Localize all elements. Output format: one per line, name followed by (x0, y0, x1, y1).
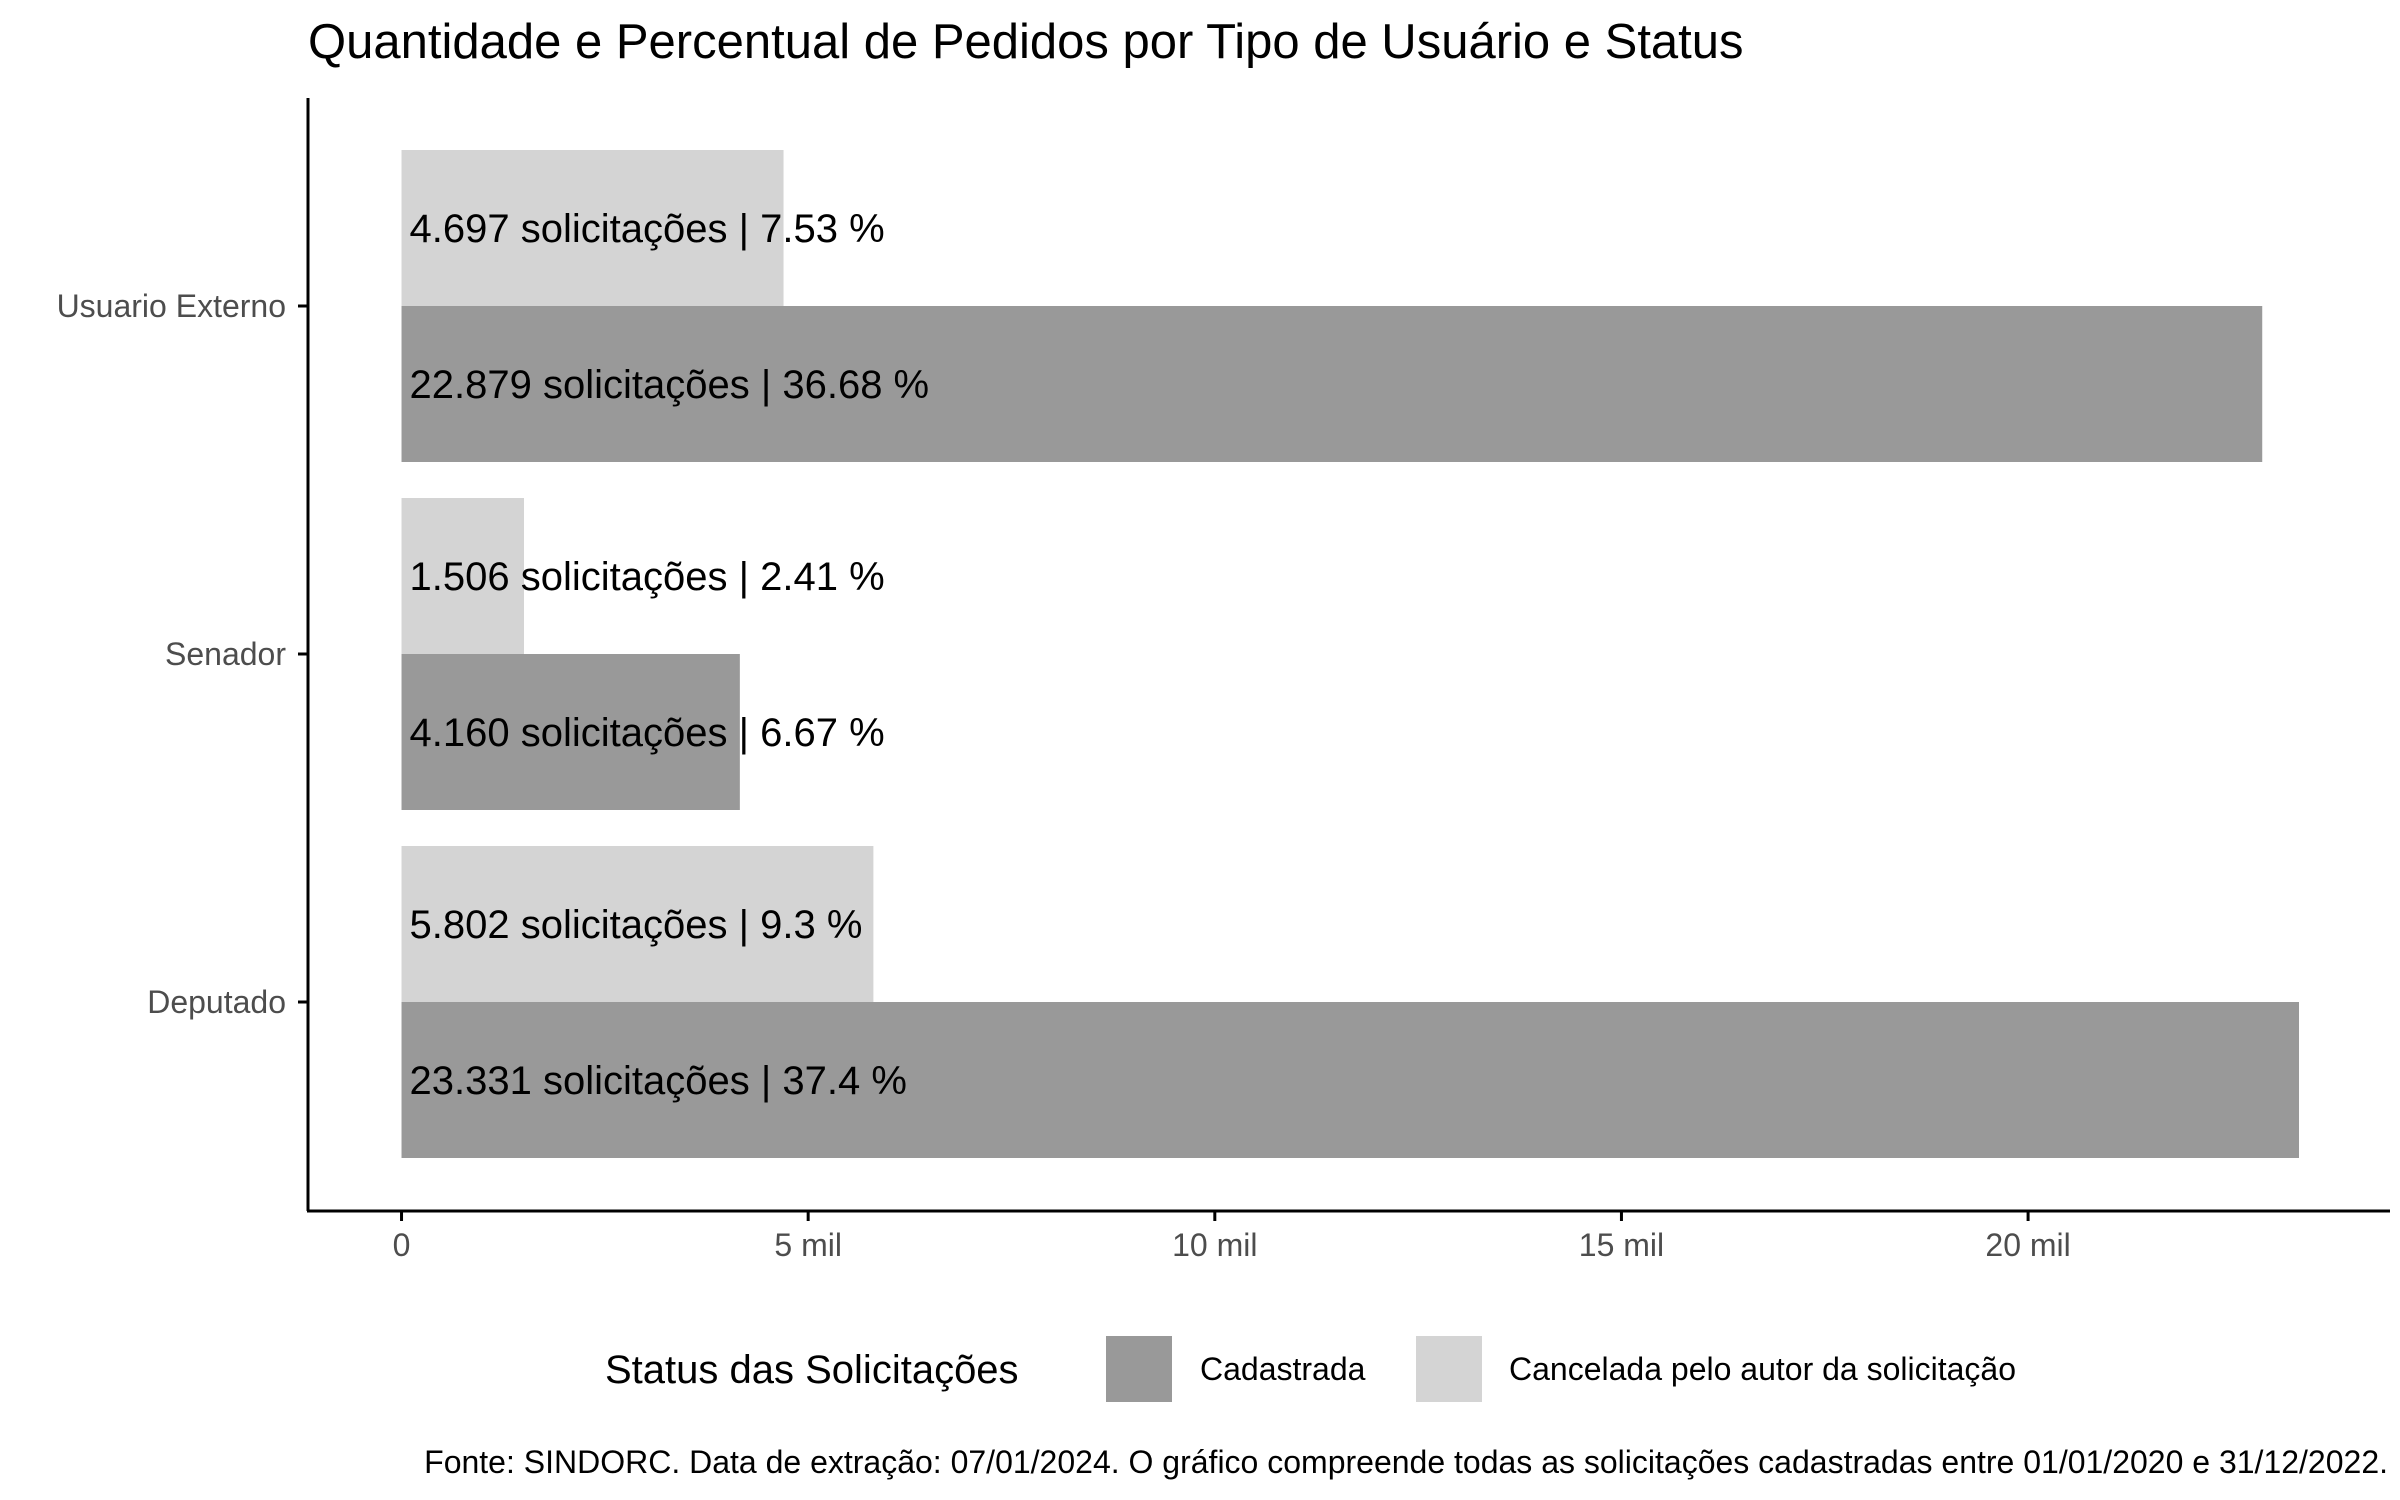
bar-deputado-cadastrada (401, 1002, 2299, 1158)
x-tick-label-10-mil: 10 mil (1172, 1227, 1257, 1263)
bar-label-deputado-cancelada-pelo-autor-da-solicita-o: 5.802 solicitações | 9.3 % (410, 903, 863, 947)
bar-label-senador-cancelada-pelo-autor-da-solicita-o: 1.506 solicitações | 2.41 % (410, 555, 885, 599)
x-axis-ticks: 0 5 mil 10 mil 15 mil 20 mil (393, 1211, 2071, 1263)
bar-senador-cadastrada (401, 654, 740, 810)
bar-label-senador-cadastrada: 4.160 solicitações | 6.67 % (410, 711, 885, 755)
legend-label-cadastrada: Cadastrada (1200, 1351, 1366, 1387)
legend-label-cancelada: Cancelada pelo autor da solicitação (1509, 1351, 2016, 1387)
y-tick-label-senador: Senador (165, 636, 286, 672)
bar-labels-layer: 22.879 solicitações | 36.68 % 4.697 solic… (410, 207, 930, 1103)
x-tick-label-0: 0 (393, 1227, 411, 1263)
bar-label-usuario-externo-cancelada-pelo-autor-da-solicita-o: 4.697 solicitações | 7.53 % (410, 207, 885, 251)
legend-swatch-cadastrada (1106, 1336, 1172, 1402)
legend: Status das Solicitações Cadastrada Cance… (605, 1336, 2016, 1402)
x-tick-label-20-mil: 20 mil (1985, 1227, 2070, 1263)
bars-layer (401, 150, 2299, 1158)
x-tick-label-5-mil: 5 mil (774, 1227, 842, 1263)
legend-swatch-cancelada (1416, 1336, 1482, 1402)
x-tick-label-15-mil: 15 mil (1579, 1227, 1664, 1263)
bar-senador-cancelada-pelo-autor-da-solicita-o (401, 498, 525, 654)
y-tick-label-deputado: Deputado (147, 984, 286, 1020)
chart-title: Quantidade e Percentual de Pedidos por T… (308, 15, 1744, 69)
bar-label-usuario-externo-cadastrada: 22.879 solicitações | 36.68 % (410, 363, 930, 407)
bar-deputado-cancelada-pelo-autor-da-solicita-o (401, 846, 874, 1002)
y-axis-ticks: Usuario Externo Senador Deputado (57, 288, 308, 1020)
bar-usuario-externo-cancelada-pelo-autor-da-solicita-o (401, 150, 784, 306)
y-tick-label-usuario-externo: Usuario Externo (57, 288, 286, 324)
bar-usuario-externo-cadastrada (401, 306, 2263, 462)
bar-label-deputado-cadastrada: 23.331 solicitações | 37.4 % (410, 1059, 907, 1103)
legend-title: Status das Solicitações (605, 1348, 1019, 1392)
chart-caption: Fonte: SINDORC. Data de extração: 07/01/… (424, 1444, 2388, 1480)
